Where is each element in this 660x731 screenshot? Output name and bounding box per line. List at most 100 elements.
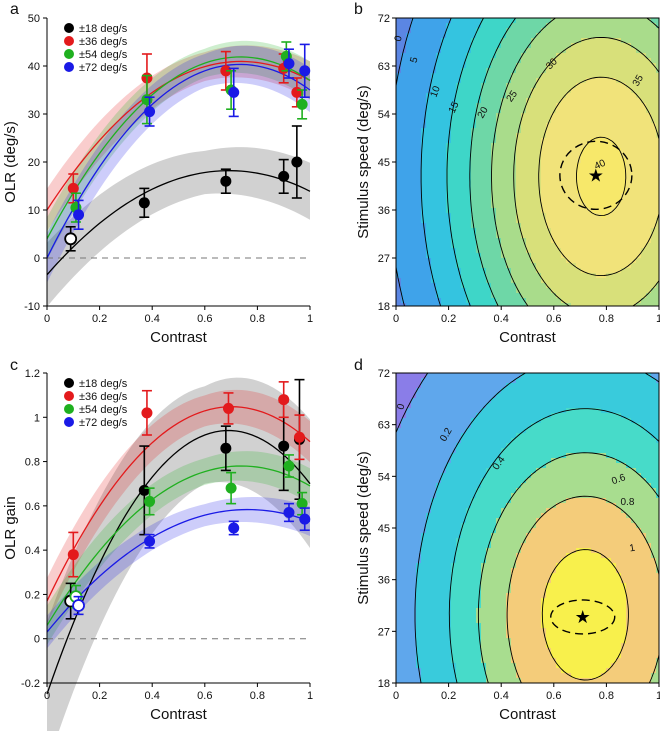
data-point <box>278 394 290 406</box>
contour-line <box>420 18 452 306</box>
y-tick-label: 72 <box>378 368 390 380</box>
x-axis-label: Contrast <box>499 329 557 346</box>
contour-line <box>541 549 629 681</box>
data-point <box>228 86 240 98</box>
contour-line <box>477 452 659 683</box>
data-point <box>293 431 305 443</box>
fit-line-1 <box>46 60 311 211</box>
y-tick-label: 27 <box>378 626 390 638</box>
panel-label-b: b <box>354 1 363 18</box>
y-axis-label: Stimulus speed (deg/s) <box>355 451 372 604</box>
x-tick-label: 0 <box>44 313 50 325</box>
data-point <box>144 106 156 118</box>
x-axis-label: Contrast <box>150 706 208 723</box>
peak-ellipse <box>550 599 616 635</box>
legend-label: ±54 deg/s <box>79 404 128 416</box>
data-point <box>144 535 156 547</box>
x-tick-label: 1 <box>656 690 660 702</box>
data-point <box>228 522 240 534</box>
y-tick-label: 40 <box>28 61 40 73</box>
x-tick-label: 0.4 <box>145 690 160 702</box>
legend-marker <box>64 404 74 414</box>
x-tick-label: 0.4 <box>494 690 509 702</box>
data-point <box>283 507 295 518</box>
legend-label: ±18 deg/s <box>79 378 128 390</box>
y-tick-label: -10 <box>24 301 40 313</box>
contour-line <box>446 18 484 306</box>
panel-d-contour: 00.20.40.60.81★0 0.2 0.4 0.6 0.8 118273645546… <box>355 368 660 723</box>
peak-ellipse <box>559 140 633 211</box>
data-point <box>222 402 234 414</box>
y-tick-label: 63 <box>378 420 390 432</box>
legend-label: ±36 deg/s <box>79 391 128 403</box>
data-point <box>278 170 290 182</box>
contour-line <box>396 18 414 306</box>
data-point <box>220 442 232 454</box>
contour-label: 40 <box>593 158 608 173</box>
y-tick-label: 18 <box>378 678 390 690</box>
contour-line <box>513 36 659 306</box>
y-axis-label: Stimulus speed (deg/s) <box>355 85 372 238</box>
data-point <box>225 482 237 494</box>
y-axis-label: OLR (deg/s) <box>2 121 19 203</box>
y-tick-label: 1 <box>34 412 40 424</box>
peak-star: ★ <box>588 165 604 185</box>
y-tick-label: 45 <box>378 157 390 169</box>
data-point <box>141 407 153 419</box>
y-tick-label: 18 <box>378 301 390 313</box>
legend-marker <box>64 49 74 59</box>
legend-marker <box>64 417 74 427</box>
data-point <box>67 549 79 561</box>
contour-line <box>576 136 627 217</box>
y-tick-label: 36 <box>378 575 390 587</box>
x-tick-label: 1 <box>307 690 313 702</box>
legend-label: ±54 deg/s <box>79 49 128 61</box>
data-point <box>64 232 78 246</box>
contour-lines <box>396 373 659 683</box>
data-point <box>72 599 85 612</box>
data-point <box>283 460 295 472</box>
legend-marker <box>64 23 74 33</box>
contour-fill <box>396 18 659 306</box>
contour-line <box>396 373 429 433</box>
legend-label: ±72 deg/s <box>79 62 128 74</box>
panel-label-a: a <box>10 1 19 18</box>
contour-line <box>538 76 659 277</box>
x-tick-label: 0.2 <box>92 690 107 702</box>
x-tick-label: 1 <box>656 313 660 325</box>
data-point <box>291 156 303 168</box>
y-tick-label: 0 <box>34 253 40 265</box>
data-point <box>296 498 308 510</box>
contour-line <box>506 495 659 683</box>
x-axis-label: Contrast <box>499 706 557 723</box>
data-point <box>144 495 156 507</box>
x-tick-label: 0.8 <box>250 313 265 325</box>
legend: ±18 deg/s±36 deg/s±54 deg/s±72 deg/s <box>64 378 128 429</box>
contour-fill <box>396 373 659 683</box>
fit-line-3 <box>46 63 311 259</box>
contour-label: 0.8 <box>620 497 634 508</box>
fit-line-3 <box>46 508 311 633</box>
y-tick-label: 36 <box>378 205 390 217</box>
contour-line <box>491 18 659 306</box>
legend-label: ±18 deg/s <box>79 23 128 35</box>
y-tick-label: 0.4 <box>25 545 40 557</box>
contour-label: 0.6 <box>610 472 627 487</box>
panel-label-d: d <box>354 357 363 374</box>
legend-marker <box>64 391 74 401</box>
fit-line-2 <box>46 56 311 240</box>
x-tick-label: 0.2 <box>441 690 456 702</box>
y-tick-label: 30 <box>28 109 40 121</box>
data-point <box>67 182 79 194</box>
peak-star: ★ <box>575 607 591 627</box>
data-point <box>220 65 232 77</box>
data-point <box>291 86 303 98</box>
x-tick-label: 0 <box>44 690 50 702</box>
y-tick-label: 0.8 <box>25 457 40 469</box>
contour-label: 15 <box>447 100 462 115</box>
x-tick-label: 0.2 <box>441 313 456 325</box>
fit-line-0 <box>46 170 311 276</box>
data-point <box>220 175 232 187</box>
contour-label: 0 <box>395 402 407 411</box>
legend-marker <box>64 36 74 46</box>
